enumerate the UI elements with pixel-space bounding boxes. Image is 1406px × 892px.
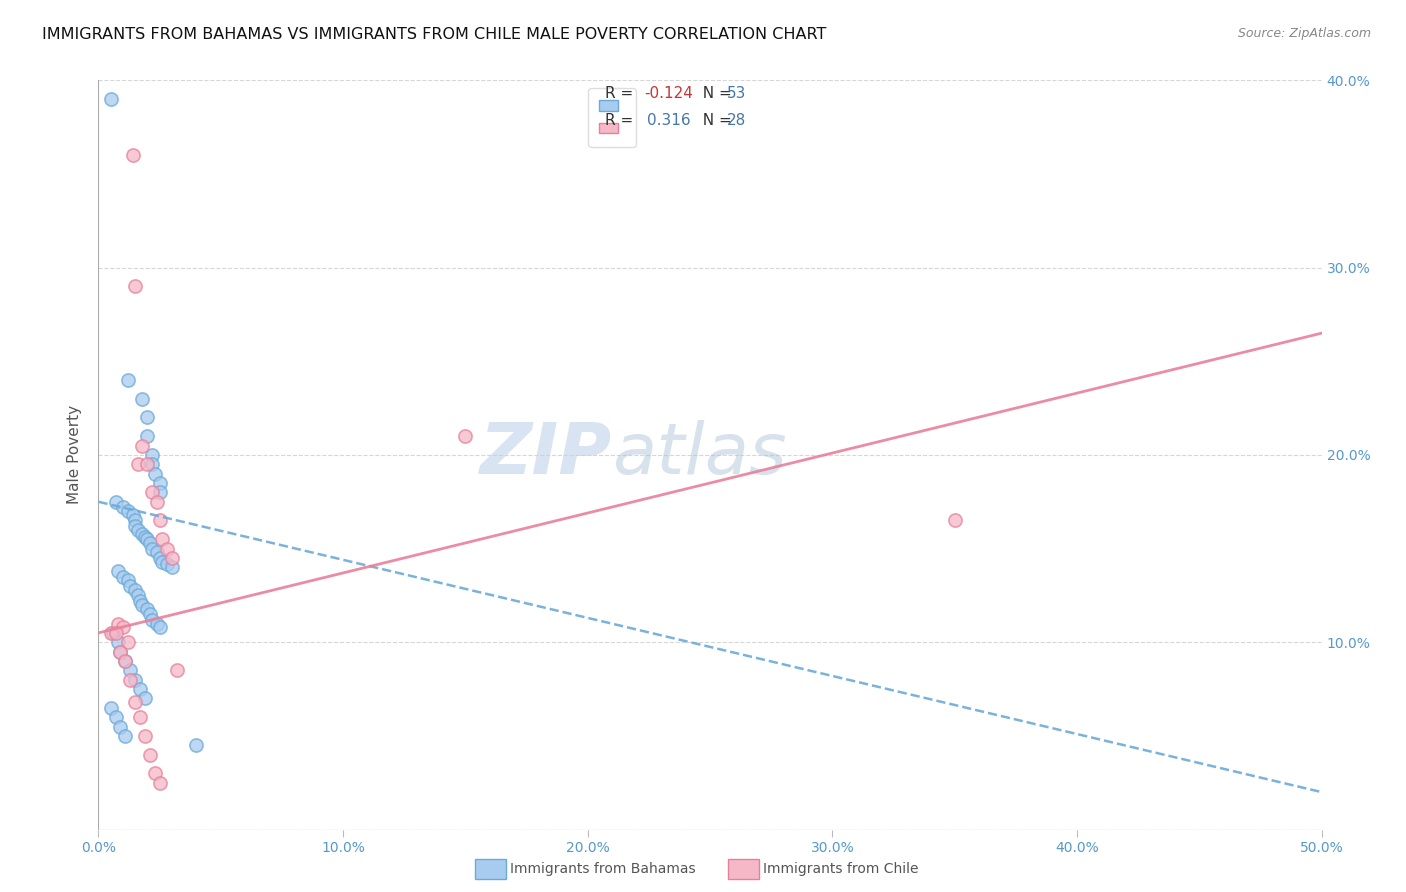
Point (114, 654, 136, 668)
Point (121, 148, 143, 162)
Point (120, 673, 142, 687)
Point (186, 739, 208, 753)
Point (150, 532, 173, 546)
Point (160, 560, 183, 574)
Point (156, 541, 179, 556)
Point (127, 589, 149, 603)
Point (136, 532, 159, 546)
Point (131, 439, 153, 453)
Point (124, 673, 146, 687)
Legend: , : , (589, 88, 636, 147)
Point (146, 616, 169, 631)
Point (100, 92, 122, 106)
Text: R =: R = (605, 87, 638, 101)
Point (107, 564, 129, 578)
Point (117, 574, 139, 588)
Point (131, 392, 153, 406)
Point (117, 504, 139, 518)
Y-axis label: Male Poverty: Male Poverty (67, 405, 83, 505)
Point (111, 570, 134, 584)
Point (124, 514, 146, 528)
Point (150, 555, 173, 569)
Text: N =: N = (693, 113, 737, 128)
Point (139, 607, 162, 621)
Point (139, 536, 162, 550)
Point (110, 719, 132, 733)
Point (111, 500, 134, 515)
Point (107, 616, 129, 631)
Point (120, 664, 142, 678)
Point (111, 620, 134, 634)
Point (131, 598, 153, 612)
Point (134, 729, 156, 743)
Point (104, 626, 127, 640)
Point (141, 485, 163, 500)
Point (129, 594, 152, 608)
Point (943, 514, 966, 528)
Text: 53: 53 (727, 87, 747, 101)
Text: 0.316: 0.316 (647, 113, 690, 128)
Point (124, 279, 146, 293)
Text: ZIP: ZIP (479, 420, 612, 490)
Text: N =: N = (693, 87, 737, 101)
Point (136, 457, 159, 471)
Point (121, 508, 143, 522)
Point (127, 523, 149, 537)
Text: R =: R = (605, 113, 643, 128)
Point (110, 644, 132, 658)
Text: IMMIGRANTS FROM BAHAMAS VS IMMIGRANTS FROM CHILE MALE POVERTY CORRELATION CHART: IMMIGRANTS FROM BAHAMAS VS IMMIGRANTS FR… (42, 27, 827, 42)
Point (149, 476, 172, 491)
Point (131, 526, 153, 541)
Point (134, 691, 156, 706)
Text: atlas: atlas (612, 420, 787, 490)
Point (141, 457, 163, 471)
Point (136, 601, 159, 615)
Point (160, 551, 183, 566)
Point (101, 626, 124, 640)
Point (143, 467, 166, 481)
Point (114, 729, 136, 743)
Point (141, 448, 163, 462)
Point (143, 766, 166, 780)
Text: Immigrants from Bahamas: Immigrants from Bahamas (510, 862, 696, 876)
Point (117, 373, 139, 387)
Point (124, 695, 146, 709)
Bar (475, 859, 506, 879)
Text: Source: ZipAtlas.com: Source: ZipAtlas.com (1237, 27, 1371, 40)
Point (129, 682, 152, 697)
Point (156, 557, 179, 571)
Point (124, 519, 146, 533)
Bar (728, 859, 759, 879)
Point (136, 410, 159, 425)
Text: -0.124: -0.124 (644, 87, 693, 101)
Point (149, 620, 172, 634)
Point (129, 710, 152, 724)
Point (134, 530, 156, 544)
Point (136, 429, 159, 443)
Text: 28: 28 (727, 113, 747, 128)
Point (100, 626, 122, 640)
Point (141, 541, 163, 556)
Point (124, 582, 146, 597)
Point (127, 457, 149, 471)
Point (139, 747, 162, 762)
Point (104, 710, 127, 724)
Point (100, 701, 122, 715)
Point (149, 776, 172, 790)
Point (146, 545, 169, 559)
Point (149, 514, 172, 528)
Point (149, 485, 172, 500)
Text: Immigrants from Chile: Immigrants from Chile (763, 862, 920, 876)
Point (149, 551, 172, 566)
Point (104, 494, 127, 508)
Point (141, 613, 163, 627)
Point (454, 429, 477, 443)
Point (110, 644, 132, 658)
Point (117, 635, 139, 649)
Point (114, 654, 136, 668)
Point (146, 494, 169, 508)
Point (166, 664, 188, 678)
Point (107, 635, 129, 649)
Point (120, 579, 142, 593)
